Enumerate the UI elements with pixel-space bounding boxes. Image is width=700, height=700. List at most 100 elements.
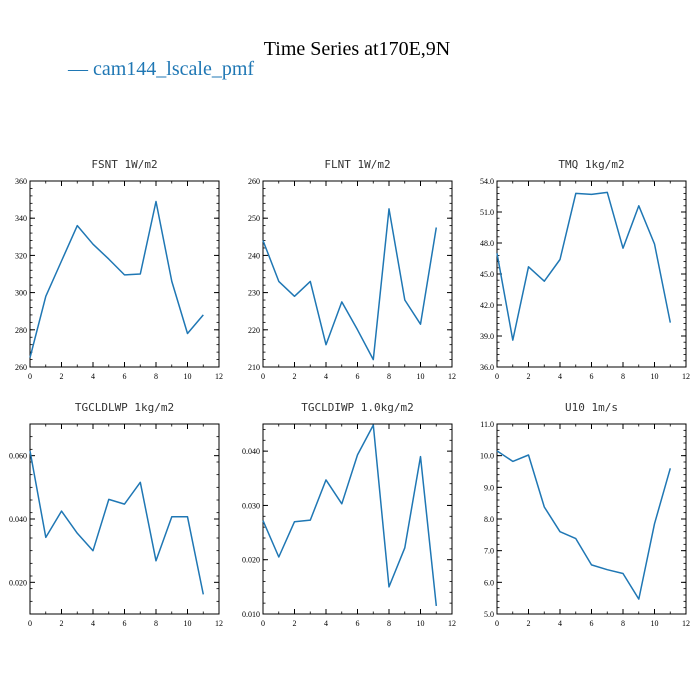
x-tick-label: 10	[417, 619, 425, 628]
y-tick-label: 51.0	[480, 208, 494, 217]
x-tick-label: 10	[417, 372, 425, 381]
y-tick-label: 45.0	[480, 270, 494, 279]
plot-frame	[496, 423, 687, 615]
y-tick-label: 360	[15, 177, 27, 186]
x-tick-label: 12	[448, 372, 456, 381]
y-tick-label: 0.010	[242, 610, 260, 619]
y-tick-label: 0.060	[9, 452, 27, 461]
x-tick-label: 0	[495, 619, 499, 628]
chart-panel-2: FLNT 1W/m2 0 2 4 6 8 10 12 210 220 230 240 250 260	[248, 158, 456, 381]
y-tick-label: 9.0	[484, 483, 494, 492]
chart-panel-6: U10 1m/s 0 2 4 6 8 10 12 5.0 6.0 7.0 8.0 9.0 10.0 11.0	[480, 401, 690, 628]
series-line	[29, 200, 204, 358]
y-tick-label: 280	[15, 326, 27, 335]
figure-title: Time Series at170E,9N	[264, 38, 450, 60]
y-tick-label: 250	[248, 214, 260, 223]
panel-title: U10 1m/s	[565, 401, 618, 414]
y-tick-label: 0.040	[242, 447, 260, 456]
x-tick-label: 2	[293, 619, 297, 628]
y-tick-label: 42.0	[480, 301, 494, 310]
y-tick-label: 54.0	[480, 177, 494, 186]
panels: FSNT 1W/m20 2 4 6 8 10 12260280300320340360FLN…	[9, 158, 690, 628]
x-tick-label: 8	[154, 619, 158, 628]
x-tick-label: 2	[293, 372, 297, 381]
panel-title: TGCLDLWP 1kg/m2	[75, 401, 174, 414]
chart-panel-1: FSNT 1W/m2 0 2 4 6 8 10 12 260 280 300 320 340 360	[15, 158, 223, 381]
x-tick-label: 6	[590, 619, 594, 628]
y-tick-label: 220	[248, 326, 260, 335]
chart-panel-4: TGCLDLWP 1kg/m2 0 2 4 6 8 10 12 0.020 0.040 0.060	[9, 401, 223, 628]
x-tick-label: 8	[387, 372, 391, 381]
x-tick-label: 4	[324, 619, 328, 628]
x-tick-label: 2	[527, 619, 531, 628]
y-tick-label: 11.0	[480, 420, 494, 429]
y-tick-label: 300	[15, 289, 27, 298]
series-line	[262, 208, 438, 361]
panel-title: TMQ 1kg/m2	[558, 158, 624, 171]
x-tick-label: 6	[356, 372, 360, 381]
x-tick-label: 0	[261, 372, 265, 381]
x-tick-label: 2	[527, 372, 531, 381]
legend-entry: — cam144_lscale_pmf	[67, 58, 254, 80]
x-tick-label: 6	[590, 372, 594, 381]
x-tick-label: 0	[28, 372, 32, 381]
x-tick-label: 12	[215, 372, 223, 381]
y-tick-label: 5.0	[484, 610, 494, 619]
y-tick-label: 320	[15, 251, 27, 260]
y-tick-label: 48.0	[480, 239, 494, 248]
panel-title: FLNT 1W/m2	[324, 158, 390, 171]
x-tick-label: 6	[123, 372, 127, 381]
x-tick-label: 8	[154, 372, 158, 381]
x-tick-label: 12	[448, 619, 456, 628]
panel-title: FSNT 1W/m2	[91, 158, 157, 171]
plot-frame	[262, 423, 453, 615]
x-tick-label: 4	[91, 372, 95, 381]
x-tick-label: 4	[558, 372, 562, 381]
y-tick-label: 7.0	[484, 547, 494, 556]
series-line	[496, 191, 672, 341]
chart-panel-3: TMQ 1kg/m2 0 2 4 6 8 10 12 36.0 39.0 42.0 45.0 48.0 5…	[480, 158, 690, 381]
x-tick-label: 8	[621, 619, 625, 628]
x-tick-label: 4	[324, 372, 328, 381]
y-tick-label: 230	[248, 289, 260, 298]
x-tick-label: 8	[387, 619, 391, 628]
y-tick-label: 8.0	[484, 515, 494, 524]
y-tick-label: 340	[15, 214, 27, 223]
x-tick-label: 12	[682, 619, 690, 628]
x-tick-label: 12	[682, 372, 690, 381]
y-tick-label: 0.040	[9, 515, 27, 524]
y-tick-label: 210	[248, 363, 260, 372]
x-tick-label: 6	[356, 619, 360, 628]
x-tick-label: 10	[651, 619, 659, 628]
y-tick-label: 240	[248, 251, 260, 260]
x-tick-label: 4	[91, 619, 95, 628]
y-tick-label: 36.0	[480, 363, 494, 372]
plot-frame	[496, 180, 687, 368]
y-tick-label: 260	[15, 363, 27, 372]
y-tick-label: 0.020	[242, 556, 260, 565]
x-tick-label: 10	[184, 372, 192, 381]
x-tick-label: 6	[123, 619, 127, 628]
y-tick-label: 39.0	[480, 332, 494, 341]
plot-frame	[29, 423, 220, 615]
plot-frame	[262, 180, 453, 368]
x-tick-label: 10	[184, 619, 192, 628]
x-tick-label: 2	[60, 619, 64, 628]
x-tick-label: 0	[495, 372, 499, 381]
x-tick-label: 2	[60, 372, 64, 381]
x-tick-label: 0	[28, 619, 32, 628]
y-tick-label: 260	[248, 177, 260, 186]
y-tick-label: 0.030	[242, 501, 260, 510]
x-tick-label: 0	[261, 619, 265, 628]
panel-title: TGCLDIWP 1.0kg/m2	[301, 401, 414, 414]
series-line	[29, 450, 205, 595]
series-line	[496, 450, 672, 600]
chart-panel-5: TGCLDIWP 1.0kg/m2 0 2 4 6 8 10 12 0.010 0.020 0.03…	[242, 401, 456, 628]
x-tick-label: 4	[558, 619, 562, 628]
x-tick-label: 8	[621, 372, 625, 381]
y-tick-label: 6.0	[484, 578, 494, 587]
y-tick-label: 0.020	[9, 578, 27, 587]
x-tick-label: 10	[651, 372, 659, 381]
y-tick-label: 10.0	[480, 452, 494, 461]
